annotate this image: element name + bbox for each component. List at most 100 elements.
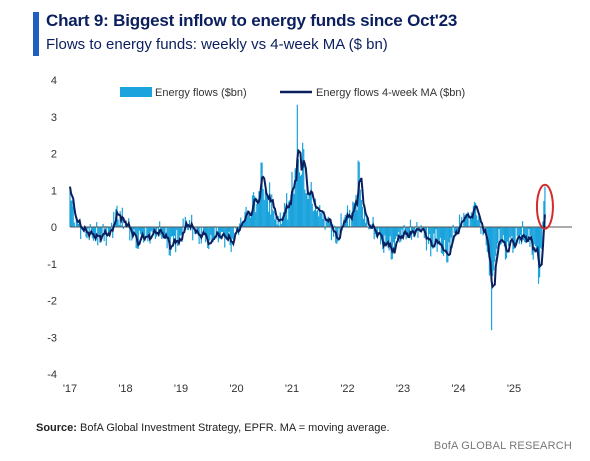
flow-bar xyxy=(228,227,230,232)
flow-bar xyxy=(437,227,439,244)
flow-bar xyxy=(454,227,456,236)
flow-bar xyxy=(503,227,505,247)
flow-bar xyxy=(508,227,510,247)
flow-bar xyxy=(534,227,536,247)
flow-bar xyxy=(308,191,310,227)
flow-bar xyxy=(167,227,169,239)
flow-bar xyxy=(171,227,174,237)
flow-bar xyxy=(176,227,178,231)
flow-bar xyxy=(267,211,270,227)
flow-bar xyxy=(254,195,256,227)
flow-bar xyxy=(448,227,450,243)
flow-bar xyxy=(489,227,492,266)
flow-bar xyxy=(474,202,477,227)
flow-bar xyxy=(416,222,418,227)
flow-bar xyxy=(395,227,398,237)
brand-logo-text: BofA GLOBAL RESEARCH xyxy=(433,440,572,452)
flow-bar xyxy=(80,227,82,240)
flow-bar xyxy=(212,227,214,243)
flow-bar xyxy=(340,213,342,227)
flow-bar xyxy=(324,227,326,230)
x-tick-label: '19 xyxy=(174,383,188,395)
flow-bar xyxy=(159,221,161,227)
flow-bar xyxy=(467,211,469,227)
flow-bar xyxy=(394,227,397,239)
flow-bar xyxy=(458,214,461,227)
flow-bar xyxy=(209,227,211,241)
flow-bar xyxy=(465,214,467,227)
flow-bar xyxy=(452,224,454,227)
flow-bar xyxy=(100,227,102,238)
flow-bar xyxy=(429,227,431,235)
flow-bar xyxy=(506,227,509,242)
y-tick-label: 2 xyxy=(51,149,57,161)
flow-bar xyxy=(499,227,501,246)
flow-bar xyxy=(384,227,386,236)
flow-bar xyxy=(288,201,290,227)
flow-bar xyxy=(210,227,212,235)
flow-bar xyxy=(440,227,443,253)
flow-bar xyxy=(202,227,205,232)
flow-bar xyxy=(334,225,336,227)
flow-bar xyxy=(453,227,455,233)
flow-bar xyxy=(297,159,299,227)
flow-bar xyxy=(234,227,237,229)
flow-bar xyxy=(107,227,110,235)
flow-bar xyxy=(219,227,222,239)
flow-bar xyxy=(259,194,261,227)
flow-bar xyxy=(500,227,502,245)
flow-bar xyxy=(132,227,134,233)
flow-bar xyxy=(264,190,266,227)
flow-bar xyxy=(527,227,529,239)
flow-bar xyxy=(102,223,104,227)
flow-bar xyxy=(328,220,330,227)
y-tick-label: -2 xyxy=(47,296,57,308)
y-tick-label: 0 xyxy=(51,222,57,234)
flow-bar xyxy=(515,227,517,229)
flow-bar xyxy=(319,204,321,227)
flow-bar xyxy=(356,210,358,227)
y-tick-label: 4 xyxy=(51,75,57,87)
flow-bar xyxy=(391,227,393,260)
flow-bar xyxy=(232,227,234,240)
flow-bar xyxy=(302,142,304,227)
y-tick-label: -3 xyxy=(47,332,57,344)
flow-bar xyxy=(497,227,499,244)
flow-bar xyxy=(99,227,101,243)
flow-bar xyxy=(421,227,423,230)
flow-bar xyxy=(284,214,287,227)
flow-bar xyxy=(471,214,473,227)
flow-bar xyxy=(397,227,399,237)
flow-bar xyxy=(191,214,193,227)
flow-bar xyxy=(492,227,494,277)
flow-bar xyxy=(173,227,176,236)
flow-bar xyxy=(403,224,405,227)
flow-bar xyxy=(275,216,277,227)
flow-bar xyxy=(513,227,515,250)
flow-bar xyxy=(398,227,400,232)
flow-bar xyxy=(363,204,366,227)
flow-bar xyxy=(536,227,539,253)
flow-bar xyxy=(358,161,360,227)
flow-bar xyxy=(524,227,526,242)
flow-bar xyxy=(208,227,210,250)
flow-bar xyxy=(493,227,495,271)
flow-bar xyxy=(220,227,223,232)
flow-bar xyxy=(517,227,519,238)
flow-bar xyxy=(139,227,142,235)
flow-bar xyxy=(386,227,388,243)
flow-bar xyxy=(329,222,332,227)
flow-bar xyxy=(294,168,296,227)
flow-bar xyxy=(239,223,241,227)
flow-bar xyxy=(378,227,381,232)
weekly-flow-bars xyxy=(69,104,546,331)
y-tick-label: -1 xyxy=(47,259,57,271)
flow-bar xyxy=(281,217,283,227)
flow-bar xyxy=(389,227,391,237)
flow-bar xyxy=(305,193,307,227)
flow-bar xyxy=(521,221,524,227)
flow-bar xyxy=(89,224,91,227)
flow-bar xyxy=(150,227,152,231)
flow-bar xyxy=(393,227,396,253)
